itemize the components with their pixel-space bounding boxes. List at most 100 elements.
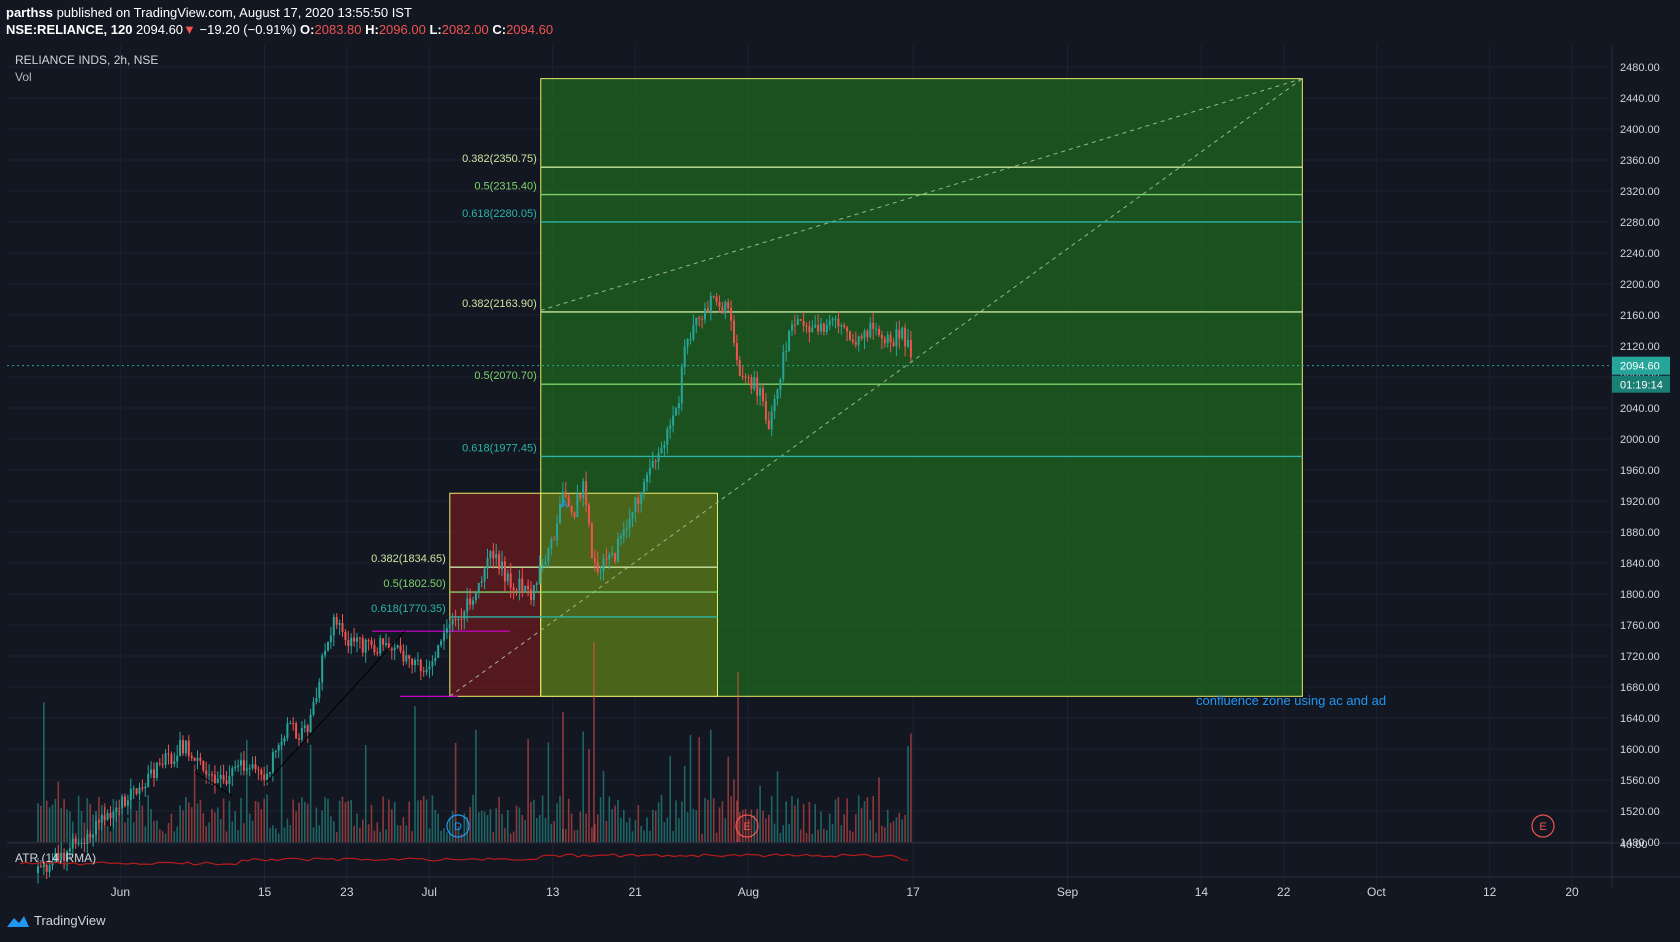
candle-body <box>161 763 164 765</box>
candle-body <box>619 536 622 539</box>
candle-body <box>712 295 715 297</box>
confluence-note: confluence zone using ac and ad <box>1196 693 1386 708</box>
volume-bar <box>727 756 729 842</box>
countdown-badge <box>1612 375 1670 393</box>
volume-bar <box>211 808 213 842</box>
volume-bar <box>57 781 60 842</box>
volume-label: Vol <box>15 70 32 84</box>
candle-body <box>228 776 231 784</box>
volume-bar <box>364 745 367 842</box>
fib-level-label: 0.382(1834.65) <box>371 553 446 565</box>
atr-line-group <box>19 853 909 866</box>
candle-body <box>782 352 785 380</box>
red-range-box <box>449 492 542 697</box>
candle-body <box>396 645 399 648</box>
candle-body <box>756 377 759 396</box>
volume-bar <box>530 801 532 842</box>
volume-bar <box>541 795 544 842</box>
candle-body <box>431 661 434 667</box>
price-tick-label: 1840.00 <box>1620 558 1660 570</box>
volume-bar <box>643 830 645 842</box>
candle-body <box>109 812 112 819</box>
brand[interactable]: TradingView <box>6 913 106 928</box>
candle-body <box>338 623 341 625</box>
candle-body <box>361 638 364 653</box>
candle-body <box>222 775 225 781</box>
candle-body <box>193 758 196 761</box>
volume-bar <box>176 826 178 842</box>
candle-body <box>408 655 411 659</box>
volume-bar <box>762 810 764 842</box>
volume-bar <box>167 822 170 842</box>
volume-bar <box>904 814 906 842</box>
candle-body <box>460 619 463 621</box>
volume-bar <box>182 810 184 842</box>
volume-bar <box>652 809 654 842</box>
volume-bar <box>72 821 74 842</box>
volume-bar <box>356 813 358 842</box>
volume-bar <box>199 799 202 842</box>
volume-bar <box>359 827 361 842</box>
candle-body <box>414 660 416 666</box>
candle-body <box>170 754 173 765</box>
volume-bar <box>205 826 207 842</box>
candle-body <box>849 331 851 340</box>
atr-line <box>19 853 909 866</box>
current-price-text: 2094.60 <box>1620 361 1660 373</box>
candle-body <box>312 701 315 715</box>
volume-bar <box>553 821 555 842</box>
price-tick-label: 1680.00 <box>1620 682 1660 694</box>
volume-bar <box>678 818 680 842</box>
candle-body <box>541 564 544 566</box>
candle-body <box>164 753 167 765</box>
volume-bar <box>298 802 300 842</box>
volume-bar <box>219 819 222 842</box>
volume-bar <box>895 817 898 842</box>
volume-bar <box>692 808 695 842</box>
candle-body <box>706 308 709 312</box>
candle-body <box>866 330 869 337</box>
volume-bar <box>892 821 895 842</box>
volume-bar <box>306 803 309 842</box>
candle-body <box>260 769 263 775</box>
symbol[interactable]: NSE:RELIANCE, 120 <box>6 22 133 37</box>
volume-bar <box>362 819 364 842</box>
volume-bar <box>324 797 326 842</box>
candle-body <box>353 637 356 642</box>
volume-bar <box>98 796 100 842</box>
volume-bar <box>257 801 260 842</box>
volume-bar <box>370 805 373 842</box>
volume-bar <box>376 822 379 842</box>
volume-bar <box>51 804 54 842</box>
volume-bar <box>54 798 57 842</box>
volume-bar <box>460 833 463 842</box>
volume-spike <box>593 642 595 842</box>
candle-body <box>561 491 564 505</box>
candle-body <box>521 578 524 593</box>
candle-body <box>350 637 353 646</box>
volume-bar <box>275 828 277 842</box>
volume-bar <box>231 821 234 842</box>
volume-bar <box>330 816 332 842</box>
candle-body <box>216 778 219 783</box>
candle-body <box>71 838 74 849</box>
volume-bar <box>379 831 381 842</box>
volume-bar <box>657 802 660 842</box>
price-tick-label: 2240.00 <box>1620 248 1660 260</box>
volume-bar <box>425 799 428 842</box>
volume-bar <box>910 733 912 842</box>
tradingview-logo-icon <box>7 915 29 927</box>
volume-bar <box>765 818 767 842</box>
volume-bar <box>408 801 410 842</box>
volume-bar <box>196 803 199 842</box>
candle-body <box>715 296 718 302</box>
candle-body <box>762 388 764 402</box>
volume-bar <box>814 804 816 842</box>
publisher-name[interactable]: parthss <box>6 5 53 20</box>
volume-bar <box>173 831 176 842</box>
volume-bar <box>536 817 538 842</box>
volume-bar <box>889 823 892 842</box>
volume-bar <box>588 749 590 842</box>
volume-bar <box>495 808 497 842</box>
